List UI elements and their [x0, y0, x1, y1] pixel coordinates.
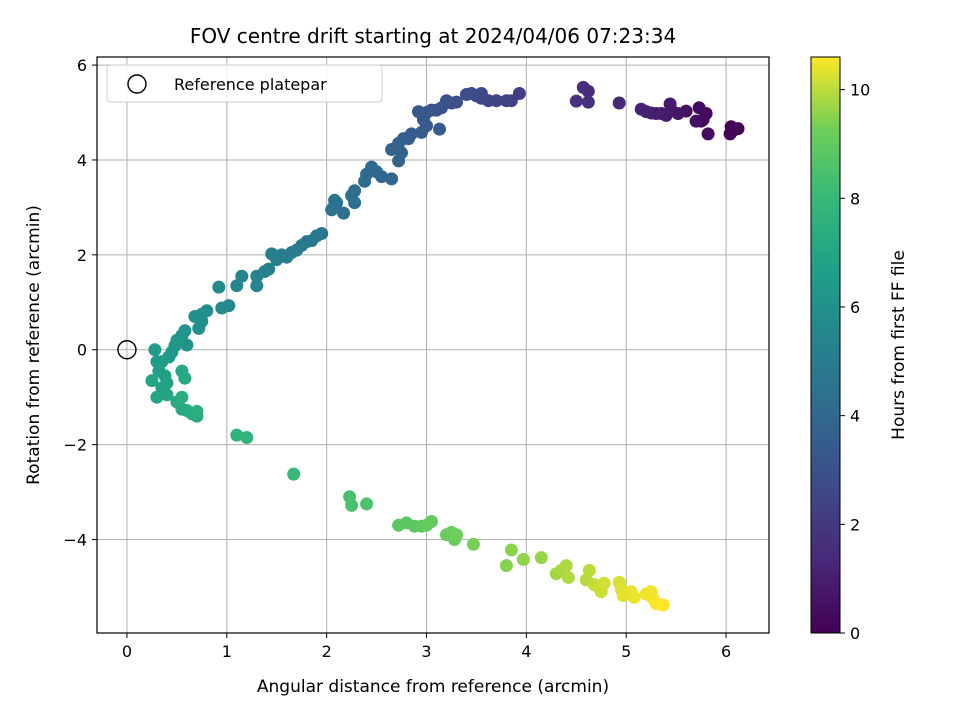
scatter-point	[160, 388, 174, 402]
scatter-point	[581, 95, 595, 109]
y-tick-label: 4	[77, 151, 87, 170]
legend-entry-reference: Reference platepar	[174, 75, 327, 94]
scatter-point	[392, 154, 406, 168]
y-tick-label: 0	[77, 341, 87, 360]
scatter-point	[415, 125, 428, 139]
legend-box	[106, 64, 383, 103]
colorbar-tick-label: 10	[850, 81, 870, 100]
scatter-point	[385, 172, 399, 186]
scatter-point	[561, 571, 575, 584]
scatter-point	[230, 428, 244, 442]
scatter-point	[287, 467, 301, 481]
scatter-point	[212, 280, 226, 294]
x-tick-label: 2	[322, 642, 332, 661]
plot-frame	[96, 56, 770, 634]
scatter-point	[425, 515, 438, 528]
y-tick-label: 6	[77, 56, 87, 75]
x-tick-label: 1	[222, 642, 232, 661]
y-axis-label: Rotation from reference (arcmin)	[24, 205, 44, 485]
scatter-point	[192, 321, 206, 335]
y-axis-ticks: −4 −2 0 2 4 6	[63, 56, 97, 550]
scatter-point	[612, 96, 626, 110]
scatter-point	[692, 101, 706, 115]
scatter-point	[504, 543, 518, 557]
scatter-point	[663, 97, 677, 111]
scatter-point	[569, 94, 583, 108]
scatter-point	[215, 301, 229, 315]
legend: Reference platepar	[106, 64, 383, 103]
scatter-point	[230, 279, 244, 293]
scatter-point	[499, 94, 513, 108]
legend-marker-circle	[127, 74, 147, 94]
data-points	[145, 80, 745, 612]
scatter-point	[433, 122, 446, 136]
x-axis-label: Angular distance from reference (arcmin)	[257, 677, 609, 697]
y-tick-label: −2	[63, 436, 87, 455]
scatter-point	[358, 174, 372, 188]
scatter-point	[240, 431, 254, 444]
chart-title: FOV centre drift starting at 2024/04/06 …	[190, 24, 676, 48]
scatter-point	[627, 590, 641, 604]
scatter-point	[250, 269, 264, 283]
scatter-point	[559, 559, 573, 573]
x-tick-label: 3	[421, 642, 431, 661]
scatter-point	[175, 390, 189, 404]
colorbar-tick-label: 4	[850, 407, 860, 426]
scatter-point	[328, 193, 342, 207]
scatter-point	[582, 563, 596, 577]
scatter-point	[150, 390, 164, 404]
x-axis-ticks: 0 1 2 3 4 5 6	[122, 633, 731, 661]
scatter-point	[250, 279, 264, 293]
scatter-point	[178, 371, 192, 385]
colorbar-label: Hours from first FF file	[889, 250, 909, 440]
x-tick-label: 4	[521, 642, 531, 661]
reference-platepar-marker	[117, 340, 137, 360]
scatter-point	[345, 498, 359, 512]
scatter-point	[145, 374, 159, 388]
scatter-point	[190, 404, 204, 418]
scatter-point	[466, 537, 480, 551]
x-tick-label: 0	[122, 642, 132, 661]
scatter-point	[499, 559, 513, 573]
scatter-point	[337, 206, 351, 220]
scatter-point	[534, 551, 548, 565]
colorbar-tick-label: 8	[850, 189, 860, 208]
scatter-point	[701, 127, 715, 141]
scatter-point	[450, 528, 463, 542]
y-tick-label: −4	[63, 531, 87, 550]
scatter-point	[348, 196, 362, 210]
x-tick-label: 5	[621, 642, 631, 661]
scatter-point	[516, 553, 530, 566]
scatter-point	[634, 102, 648, 116]
scatter-point	[148, 343, 162, 357]
scatter-point	[576, 80, 590, 94]
scatter-point	[385, 143, 399, 156]
colorbar-tick-label: 6	[850, 298, 860, 317]
colorbar-tick-label: 0	[850, 624, 860, 643]
scatter-point	[460, 88, 473, 101]
colorbar	[810, 56, 841, 634]
scatter-point	[597, 576, 611, 590]
x-tick-label: 6	[721, 642, 731, 661]
scatter-point	[689, 114, 703, 128]
y-tick-label: 2	[77, 246, 87, 265]
scatter-point	[265, 247, 279, 261]
colorbar-tick-label: 2	[850, 515, 860, 534]
scatter-point	[360, 497, 374, 511]
colorbar-ticks: 0 2 4 6 8 10	[840, 81, 870, 643]
scatter-point	[188, 310, 202, 323]
grid-lines	[97, 57, 769, 633]
scatter-point	[726, 124, 740, 137]
scatter-point	[656, 598, 670, 612]
